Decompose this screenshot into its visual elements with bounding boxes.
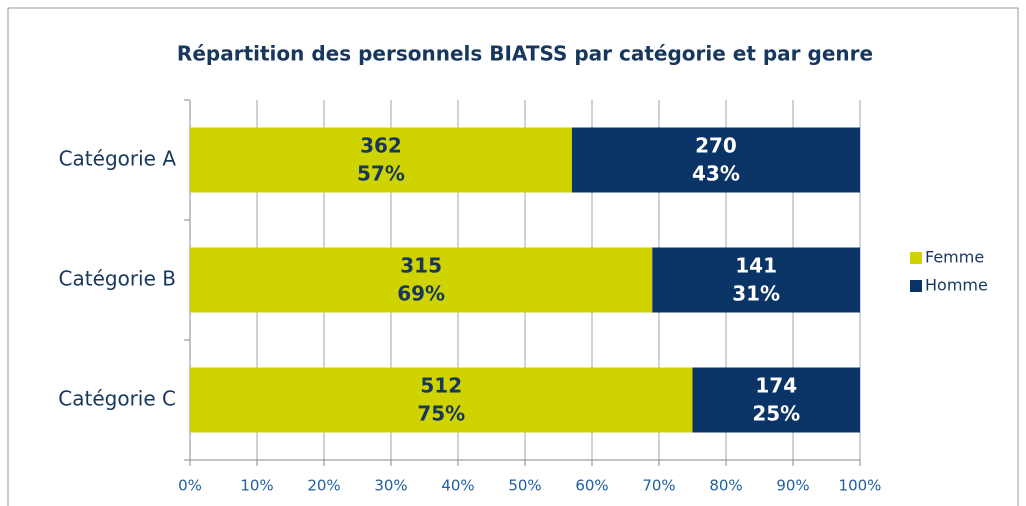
data-label-count: 270 bbox=[695, 134, 737, 158]
legend-label: Homme bbox=[925, 276, 988, 295]
data-label: 75% bbox=[417, 402, 465, 426]
data-label-count: 174 bbox=[755, 374, 797, 398]
x-tick-label: 100% bbox=[839, 477, 882, 495]
data-label-count: 512 bbox=[420, 374, 462, 398]
y-tick-label: Catégorie C bbox=[58, 387, 176, 411]
data-label-count: 315 bbox=[400, 254, 442, 278]
data-label: 25% bbox=[752, 402, 800, 426]
legend-swatch bbox=[910, 252, 922, 264]
y-tick-label: Catégorie B bbox=[59, 267, 176, 291]
x-tick-label: 90% bbox=[776, 477, 809, 495]
x-tick-label: 70% bbox=[642, 477, 675, 495]
x-tick-label: 80% bbox=[709, 477, 742, 495]
data-label: 43% bbox=[692, 162, 740, 186]
bar bbox=[190, 367, 693, 433]
x-tick-label: 0% bbox=[178, 477, 202, 495]
legend-swatch bbox=[910, 280, 922, 292]
data-label: 31% bbox=[732, 282, 780, 306]
x-tick-label: 30% bbox=[374, 477, 407, 495]
x-tick-label: 50% bbox=[508, 477, 541, 495]
x-tick-label: 10% bbox=[240, 477, 273, 495]
x-tick-label: 40% bbox=[441, 477, 474, 495]
data-label-count: 141 bbox=[735, 254, 777, 278]
data-label-count: 362 bbox=[360, 134, 402, 158]
y-tick-label: Catégorie A bbox=[59, 147, 177, 171]
x-tick-label: 60% bbox=[575, 477, 608, 495]
data-label: 69% bbox=[397, 282, 445, 306]
chart-title: Répartition des personnels BIATSS par ca… bbox=[177, 42, 873, 66]
data-label: 57% bbox=[357, 162, 405, 186]
bar bbox=[190, 127, 572, 193]
x-tick-label: 20% bbox=[307, 477, 340, 495]
bar bbox=[190, 247, 653, 313]
bar bbox=[652, 247, 860, 313]
legend-label: Femme bbox=[925, 248, 984, 267]
bar bbox=[692, 367, 860, 433]
bar bbox=[571, 127, 860, 193]
chart-frame bbox=[7, 7, 1019, 506]
